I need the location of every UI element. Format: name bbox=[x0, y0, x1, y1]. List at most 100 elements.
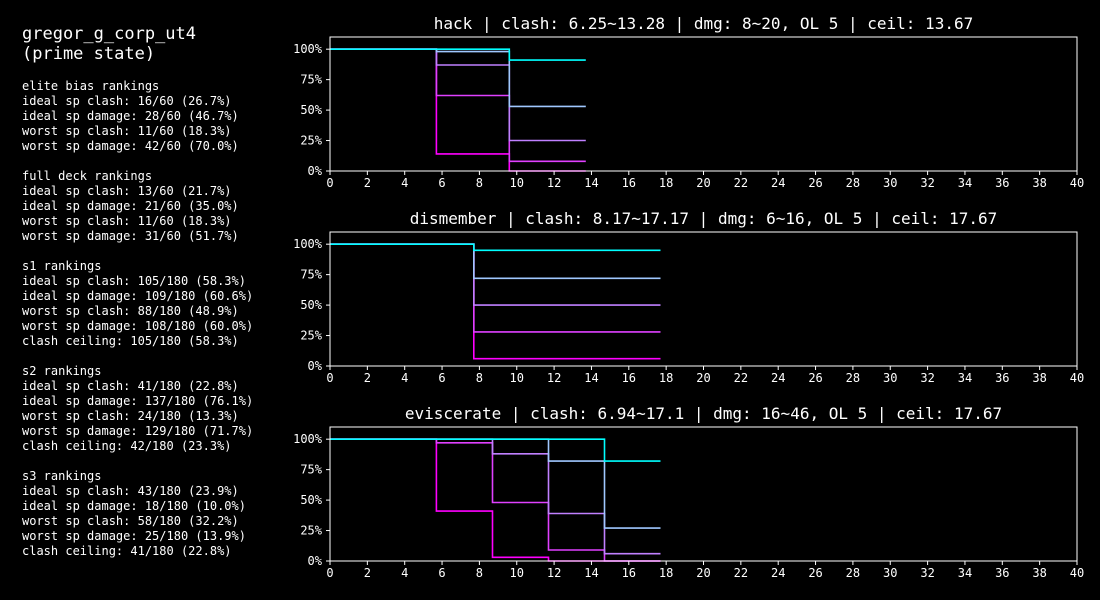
x-tick-label: 26 bbox=[808, 566, 822, 580]
x-tick-label: 20 bbox=[696, 176, 710, 190]
plot-frame bbox=[329, 426, 1078, 562]
series-line bbox=[330, 48, 586, 172]
x-tick-label: 14 bbox=[584, 176, 598, 190]
x-tick-label: 36 bbox=[995, 176, 1009, 190]
x-tick-label: 16 bbox=[622, 176, 636, 190]
x-tick-label: 38 bbox=[1032, 566, 1046, 580]
ranking-title: full deck rankings bbox=[22, 169, 153, 183]
x-tick-label: 38 bbox=[1032, 371, 1046, 385]
x-tick-label: 26 bbox=[808, 176, 822, 190]
ranking-line: clash ceiling: 105/180 (58.3%) bbox=[22, 334, 239, 348]
ranking-line: ideal sp clash: 105/180 (58.3%) bbox=[22, 274, 246, 288]
series-line bbox=[330, 438, 661, 462]
x-tick-label: 28 bbox=[846, 176, 860, 190]
x-tick-label: 36 bbox=[995, 371, 1009, 385]
x-tick-label: 24 bbox=[771, 176, 785, 190]
ranking-line: ideal sp damage: 28/60 (46.7%) bbox=[22, 109, 239, 123]
series-line bbox=[330, 243, 661, 333]
ranking-block: s2 rankings ideal sp clash: 41/180 (22.8%… bbox=[22, 364, 292, 454]
chart-panel: hack | clash: 6.25~13.28 | dmg: 8~20, OL… bbox=[293, 14, 1084, 190]
stats-sidebar: gregor_g_corp_ut4 (prime state) elite bi… bbox=[22, 24, 292, 574]
x-tick-label: 8 bbox=[476, 371, 483, 385]
x-tick-label: 18 bbox=[659, 176, 673, 190]
x-tick-label: 16 bbox=[622, 371, 636, 385]
chart-panel: dismember | clash: 8.17~17.17 | dmg: 6~1… bbox=[293, 209, 1084, 385]
x-tick-label: 28 bbox=[846, 566, 860, 580]
y-tick-label: 25% bbox=[300, 524, 322, 538]
ranking-line: worst sp clash: 58/180 (32.2%) bbox=[22, 514, 239, 528]
x-tick-label: 32 bbox=[920, 566, 934, 580]
x-tick-label: 8 bbox=[476, 566, 483, 580]
x-tick-label: 20 bbox=[696, 566, 710, 580]
ranking-line: worst sp damage: 31/60 (51.7%) bbox=[22, 229, 239, 243]
ranking-line: ideal sp clash: 13/60 (21.7%) bbox=[22, 184, 232, 198]
series-line bbox=[330, 438, 661, 529]
y-tick-label: 50% bbox=[300, 298, 322, 312]
x-tick-label: 4 bbox=[401, 176, 408, 190]
y-tick-label: 0% bbox=[308, 554, 323, 568]
x-tick-label: 34 bbox=[958, 371, 972, 385]
x-tick-label: 36 bbox=[995, 566, 1009, 580]
ranking-line: worst sp damage: 42/60 (70.0%) bbox=[22, 139, 239, 153]
ranking-title: s2 rankings bbox=[22, 364, 102, 378]
x-tick-label: 10 bbox=[510, 566, 524, 580]
x-tick-label: 40 bbox=[1070, 566, 1084, 580]
x-tick-label: 14 bbox=[584, 371, 598, 385]
rankings-list: elite bias rankings ideal sp clash: 16/60… bbox=[22, 79, 292, 559]
ranking-line: clash ceiling: 42/180 (23.3%) bbox=[22, 439, 232, 453]
x-tick-label: 30 bbox=[883, 371, 897, 385]
x-tick-label: 2 bbox=[364, 176, 371, 190]
x-tick-label: 26 bbox=[808, 371, 822, 385]
y-tick-label: 100% bbox=[293, 42, 323, 56]
series-line bbox=[330, 48, 586, 108]
y-tick-label: 25% bbox=[300, 134, 322, 148]
ranking-line: worst sp clash: 11/60 (18.3%) bbox=[22, 214, 232, 228]
x-tick-label: 0 bbox=[326, 176, 333, 190]
ranking-line: ideal sp damage: 109/180 (60.6%) bbox=[22, 289, 254, 303]
x-tick-label: 18 bbox=[659, 371, 673, 385]
x-tick-label: 2 bbox=[364, 566, 371, 580]
ranking-block: full deck rankings ideal sp clash: 13/60 … bbox=[22, 169, 292, 244]
chart-title: eviscerate | clash: 6.94~17.1 | dmg: 16~… bbox=[405, 404, 1002, 423]
x-tick-label: 4 bbox=[401, 566, 408, 580]
y-tick-label: 75% bbox=[300, 73, 322, 87]
y-tick-label: 100% bbox=[293, 432, 323, 446]
x-tick-label: 40 bbox=[1070, 371, 1084, 385]
series-line bbox=[330, 243, 661, 360]
series-line bbox=[330, 243, 661, 280]
x-tick-label: 8 bbox=[476, 176, 483, 190]
ranking-line: worst sp clash: 88/180 (48.9%) bbox=[22, 304, 239, 318]
ranking-line: ideal sp clash: 41/180 (22.8%) bbox=[22, 379, 239, 393]
ranking-line: ideal sp clash: 16/60 (26.7%) bbox=[22, 94, 232, 108]
character-name: gregor_g_corp_ut4 bbox=[22, 24, 196, 44]
ranking-title: s1 rankings bbox=[22, 259, 102, 273]
y-tick-label: 25% bbox=[300, 329, 322, 343]
x-tick-label: 6 bbox=[438, 176, 445, 190]
x-tick-label: 10 bbox=[510, 371, 524, 385]
ranking-line: ideal sp damage: 137/180 (76.1%) bbox=[22, 394, 254, 408]
x-tick-label: 20 bbox=[696, 371, 710, 385]
x-tick-label: 4 bbox=[401, 371, 408, 385]
ranking-block: s3 rankings ideal sp clash: 43/180 (23.9%… bbox=[22, 469, 292, 559]
ranking-title: s3 rankings bbox=[22, 469, 102, 483]
y-tick-label: 50% bbox=[300, 103, 322, 117]
ranking-line: worst sp clash: 11/60 (18.3%) bbox=[22, 124, 232, 138]
x-tick-label: 2 bbox=[364, 371, 371, 385]
x-tick-label: 16 bbox=[622, 566, 636, 580]
x-tick-label: 32 bbox=[920, 176, 934, 190]
x-tick-label: 22 bbox=[734, 371, 748, 385]
series-line bbox=[330, 438, 661, 555]
y-tick-label: 75% bbox=[300, 268, 322, 282]
x-tick-label: 12 bbox=[547, 176, 561, 190]
x-tick-label: 34 bbox=[958, 176, 972, 190]
y-tick-label: 75% bbox=[300, 463, 322, 477]
ranking-title: elite bias rankings bbox=[22, 79, 160, 93]
plot-frame bbox=[329, 231, 1078, 367]
series-line bbox=[330, 48, 586, 163]
x-tick-label: 12 bbox=[547, 566, 561, 580]
ranking-line: clash ceiling: 41/180 (22.8%) bbox=[22, 544, 232, 558]
x-tick-label: 32 bbox=[920, 371, 934, 385]
x-tick-label: 40 bbox=[1070, 176, 1084, 190]
series-line bbox=[330, 243, 661, 252]
